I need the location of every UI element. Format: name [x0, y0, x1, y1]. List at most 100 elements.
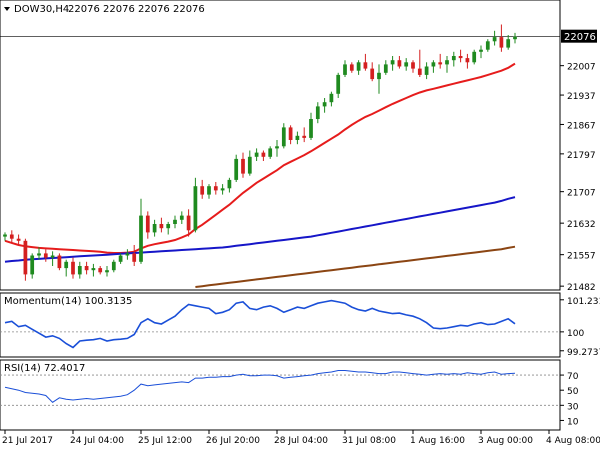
candle — [424, 62, 429, 80]
candle-body — [438, 62, 443, 65]
candle — [275, 140, 279, 157]
candle-body — [125, 253, 130, 256]
candle — [499, 24, 504, 52]
dropdown-triangle-icon[interactable] — [4, 7, 10, 11]
price-panel-frame[interactable] — [0, 0, 561, 291]
candle-body — [295, 135, 300, 140]
candle-body — [241, 158, 245, 174]
candle-body — [458, 56, 463, 59]
price-axis-label: 21557 — [567, 252, 596, 262]
rsi-line — [4, 370, 516, 403]
candle — [295, 131, 300, 145]
price-axis-label: 21797 — [567, 151, 596, 161]
price-axis-label: 21707 — [567, 189, 596, 199]
candle — [445, 56, 449, 73]
candle — [159, 217, 164, 233]
candle — [23, 238, 28, 281]
candle-body — [166, 224, 171, 229]
sma-line-blue — [4, 196, 516, 263]
candle-body — [91, 268, 96, 271]
candle-body — [50, 255, 55, 258]
candle-body — [23, 240, 28, 275]
time-axis-label: 4 Aug 08:00 — [546, 436, 600, 446]
candle — [336, 72, 341, 98]
candle-body — [315, 106, 320, 119]
candle-body — [288, 127, 293, 140]
candle-body — [16, 238, 21, 241]
candle — [411, 60, 415, 73]
ohlc-values: 22076 22076 22076 22076 — [68, 4, 205, 15]
candle — [16, 234, 21, 245]
candle — [220, 184, 225, 195]
candle-body — [220, 188, 225, 191]
candle — [247, 150, 252, 176]
candle — [451, 51, 456, 67]
candle-body — [207, 186, 211, 195]
candle-body — [193, 186, 198, 231]
candle — [173, 215, 177, 229]
candle — [417, 49, 422, 77]
rsi-axis-label: 10 — [567, 417, 579, 427]
candle-body — [411, 62, 415, 69]
candle-body — [513, 36, 517, 40]
candle — [227, 177, 232, 193]
candle-body — [485, 41, 490, 50]
momentum-axis-label: 101.2312 — [567, 297, 600, 307]
candle-body — [404, 62, 409, 67]
candle-body — [397, 60, 402, 67]
time-axis-label: 26 Jul 20:00 — [206, 436, 260, 446]
candle — [349, 62, 354, 73]
momentum-panel-frame[interactable] — [0, 292, 561, 358]
candle-body — [383, 64, 388, 73]
candle — [431, 60, 436, 73]
candle-body — [132, 253, 137, 262]
candle — [57, 253, 62, 271]
candle — [84, 261, 89, 275]
candle-body — [111, 261, 116, 271]
candle — [186, 209, 191, 237]
symbol-label: DOW30,H4 — [14, 4, 69, 15]
candle — [132, 245, 137, 266]
momentum-axis-label: 99.2737 — [567, 348, 600, 358]
candle — [193, 177, 198, 233]
candle-body — [37, 253, 41, 256]
time-axis-label: 28 Jul 04:00 — [274, 436, 328, 446]
candle-body — [64, 261, 69, 269]
candle-body — [465, 58, 470, 63]
candle — [343, 60, 347, 77]
candle-body — [227, 179, 232, 189]
candle — [513, 32, 517, 44]
candle — [152, 219, 157, 237]
price-axis-label: 21867 — [567, 121, 596, 131]
momentum-axis-label: 100 — [567, 329, 584, 339]
candle-body — [186, 215, 191, 231]
price-axis-label: 21632 — [567, 220, 596, 230]
candle — [492, 30, 497, 46]
rsi-axis-label: 50 — [567, 387, 579, 397]
candle — [166, 221, 171, 235]
rsi-title: RSI(14) 72.4017 — [4, 363, 85, 374]
rsi-axis-label: 30 — [567, 402, 579, 412]
time-axis-label: 24 Jul 04:00 — [70, 436, 124, 446]
time-axis-label: 21 Jul 2017 — [2, 436, 53, 446]
candle — [111, 259, 116, 273]
candle-body — [302, 135, 307, 138]
candle — [458, 49, 463, 63]
candle-body — [77, 266, 82, 275]
time-axis-label: 25 Jul 12:00 — [138, 436, 192, 446]
candle — [261, 150, 266, 161]
candle — [43, 249, 48, 262]
candle-body — [506, 39, 511, 48]
candle — [281, 123, 286, 149]
candle — [179, 211, 184, 224]
momentum-line — [4, 299, 516, 349]
candle-body — [152, 224, 157, 233]
price-header: DOW30,H4 22076 22076 22076 22076 — [4, 4, 205, 15]
rsi-panel-frame[interactable] — [0, 359, 561, 431]
candle — [315, 102, 320, 124]
candle-body — [329, 93, 334, 103]
candle — [356, 60, 361, 75]
candle-body — [43, 253, 48, 258]
candle — [71, 257, 75, 279]
candle — [91, 263, 96, 277]
